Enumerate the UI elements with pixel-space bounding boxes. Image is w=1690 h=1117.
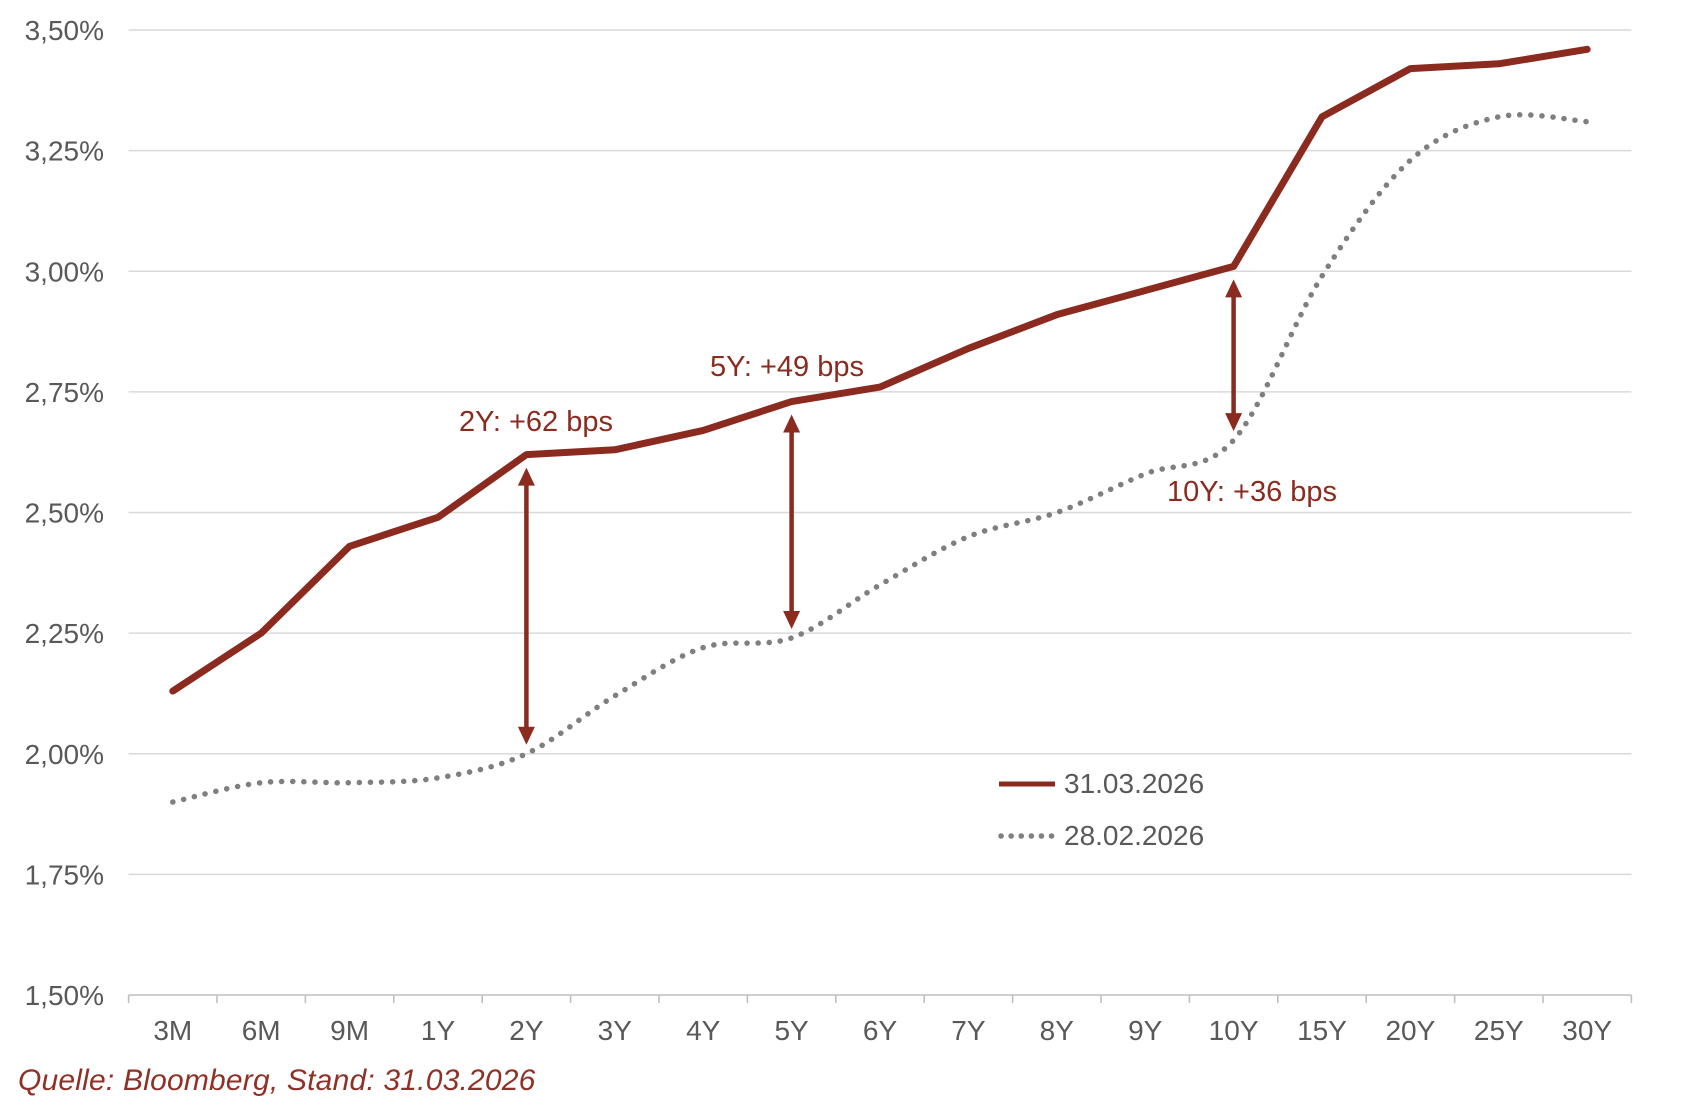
x-axis-label: 25Y [1474, 1015, 1524, 1046]
x-axis-label: 2Y [509, 1015, 544, 1046]
y-axis-label: 3,50% [25, 15, 104, 46]
y-axis-label: 2,00% [25, 739, 104, 770]
x-axis-label: 1Y [421, 1015, 456, 1046]
x-axis-label: 9M [330, 1015, 369, 1046]
x-axis-label: 9Y [1128, 1015, 1163, 1046]
legend: 31.03.2026 28.02.2026 [998, 766, 1204, 854]
y-axis-label: 3,00% [25, 256, 104, 287]
y-axis-labels: 3,50% 3,25% 3,00% 2,75% 2,50% 2,25% 2,00% 1,75%… [25, 15, 104, 1011]
dotted-line-swatch-icon [998, 832, 1056, 840]
y-axis-label: 1,75% [25, 859, 104, 890]
arrow-down-icon [517, 726, 535, 745]
x-axis-label: 8Y [1040, 1015, 1075, 1046]
y-axis-label: 2,50% [25, 498, 104, 529]
solid-line-swatch-icon [998, 780, 1056, 788]
legend-label-previous: 28.02.2026 [1064, 820, 1205, 851]
series-line-31-03-2026 [169, 45, 1591, 695]
source-caption: Quelle: Bloomberg, Stand: 31.03.2026 [18, 1064, 536, 1097]
x-axis-label: 6M [242, 1015, 281, 1046]
annotation-5Y: 5Y: +49 bps [710, 351, 864, 629]
x-axis-label: 4Y [686, 1015, 721, 1046]
arrow-up-icon [783, 414, 801, 433]
x-axis-label: 3Y [598, 1015, 633, 1046]
x-axis-label: 7Y [951, 1015, 986, 1046]
x-axis-label: 20Y [1385, 1015, 1435, 1046]
legend-entry-current: 31.03.2026 [998, 766, 1204, 802]
y-axis-label: 1,50% [25, 980, 104, 1011]
x-axis-label: 10Y [1209, 1015, 1259, 1046]
x-axis-label: 6Y [863, 1015, 898, 1046]
x-axis-label: 15Y [1297, 1015, 1347, 1046]
x-axis-labels: 3M 6M 9M 1Y 2Y 3Y 4Y 5Y 6Y 7Y 8Y 9Y 10Y 15Y 20Y 25Y 30Y [153, 1015, 1612, 1046]
legend-entry-previous: 28.02.2026 [998, 818, 1204, 854]
y-axis-label: 2,25% [25, 618, 104, 649]
y-axis-label: 3,25% [25, 136, 104, 167]
arrow-up-icon [1225, 279, 1243, 298]
annotation-label: 5Y: +49 bps [710, 351, 864, 383]
x-axis-label: 30Y [1562, 1015, 1612, 1046]
x-axis-label: 5Y [774, 1015, 809, 1046]
gridlines [128, 29, 1632, 876]
annotation-label: 10Y: +36 bps [1167, 476, 1337, 508]
arrow-up-icon [517, 467, 535, 486]
arrow-down-icon [783, 610, 801, 629]
legend-label-current: 31.03.2026 [1064, 768, 1205, 799]
arrow-down-icon [1225, 413, 1243, 432]
annotation-label: 2Y: +62 bps [459, 406, 613, 438]
series-line-28-02-2026 [170, 112, 1590, 805]
x-axis-label: 3M [153, 1015, 192, 1046]
annotation-2Y: 2Y: +62 bps [459, 406, 613, 745]
annotation-10Y: 10Y: +36 bps [1167, 279, 1337, 508]
y-axis-label: 2,75% [25, 377, 104, 408]
x-axis [127, 994, 1633, 1003]
